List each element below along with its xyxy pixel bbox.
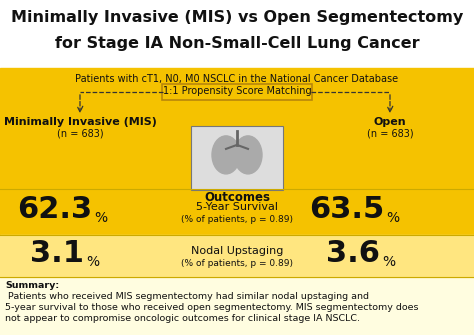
Text: (n = 683): (n = 683) xyxy=(367,128,413,138)
FancyBboxPatch shape xyxy=(191,126,283,190)
Text: 62.3: 62.3 xyxy=(17,196,92,224)
Text: Outcomes: Outcomes xyxy=(204,191,270,204)
Text: Patients who received MIS segmentectomy had similar nodal upstaging and: Patients who received MIS segmentectomy … xyxy=(5,292,369,301)
Bar xyxy=(0,189,474,235)
Ellipse shape xyxy=(234,136,262,174)
Text: (% of patients, p = 0.89): (% of patients, p = 0.89) xyxy=(181,260,293,268)
Text: Summary:: Summary: xyxy=(5,281,59,290)
Bar xyxy=(0,0,474,68)
Text: Patients with cT1, N0, M0 NSCLC in the National Cancer Database: Patients with cT1, N0, M0 NSCLC in the N… xyxy=(75,74,399,84)
Text: Open: Open xyxy=(374,117,406,127)
Text: 5-Year Survival: 5-Year Survival xyxy=(196,202,278,212)
Text: %: % xyxy=(382,255,395,269)
Bar xyxy=(0,235,474,277)
Text: %: % xyxy=(94,211,107,225)
Text: not appear to compromise oncologic outcomes for clinical stage IA NSCLC.: not appear to compromise oncologic outco… xyxy=(5,314,360,323)
Text: Minimally Invasive (MIS) vs Open Segmentectomy: Minimally Invasive (MIS) vs Open Segment… xyxy=(11,10,463,25)
Text: %: % xyxy=(86,255,99,269)
Text: Nodal Upstaging: Nodal Upstaging xyxy=(191,246,283,256)
Text: 5-year survival to those who received open segmentectomy. MIS segmentectomy does: 5-year survival to those who received op… xyxy=(5,303,419,312)
Text: %: % xyxy=(386,211,399,225)
FancyBboxPatch shape xyxy=(162,84,312,100)
Text: 3.1: 3.1 xyxy=(30,240,84,268)
Text: 63.5: 63.5 xyxy=(309,196,384,224)
Bar xyxy=(0,68,474,277)
Text: Minimally Invasive (MIS): Minimally Invasive (MIS) xyxy=(4,117,156,127)
Text: 3.6: 3.6 xyxy=(326,240,380,268)
Text: (n = 683): (n = 683) xyxy=(57,128,103,138)
Text: for Stage IA Non-Small-Cell Lung Cancer: for Stage IA Non-Small-Cell Lung Cancer xyxy=(55,36,419,51)
Ellipse shape xyxy=(212,136,240,174)
Text: (% of patients, p = 0.89): (% of patients, p = 0.89) xyxy=(181,215,293,224)
Bar xyxy=(0,277,474,335)
Text: 1:1 Propensity Score Matching: 1:1 Propensity Score Matching xyxy=(163,86,311,96)
